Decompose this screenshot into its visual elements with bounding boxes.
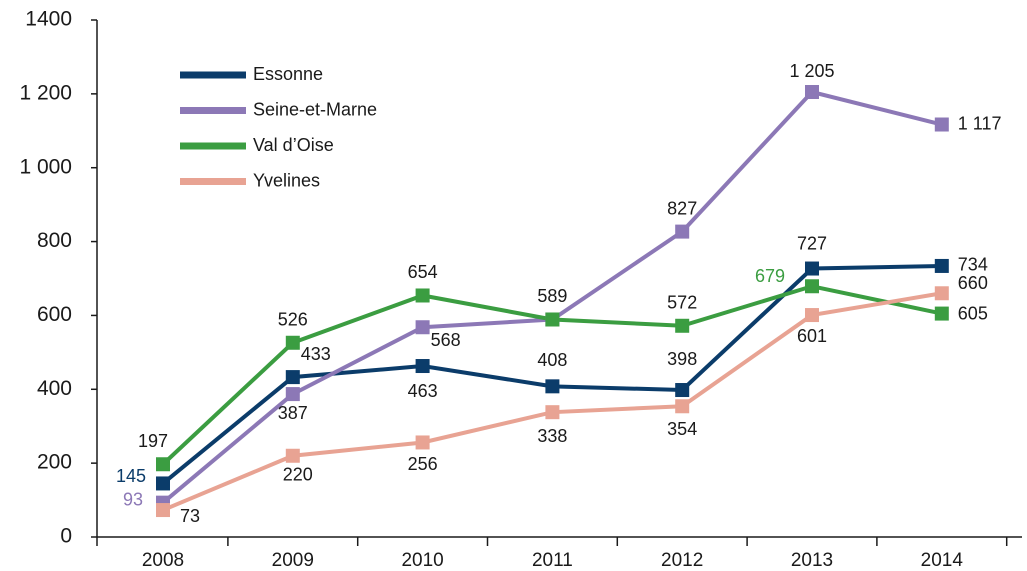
data-label: 589	[537, 286, 567, 306]
data-label: 387	[278, 403, 308, 423]
marker	[805, 308, 819, 323]
marker	[545, 312, 560, 327]
marker	[934, 117, 949, 132]
marker	[934, 286, 949, 301]
marker	[285, 335, 300, 350]
legend-label: Seine-et-Marne	[253, 99, 377, 119]
y-tick-label: 1 000	[19, 155, 72, 178]
data-label: 93	[123, 489, 143, 509]
marker	[805, 85, 819, 100]
data-label: 463	[408, 381, 438, 401]
data-label: 568	[431, 330, 461, 350]
marker	[805, 279, 819, 294]
y-tick-label: 1 200	[19, 81, 72, 104]
data-label: 654	[408, 262, 438, 282]
data-label: 256	[408, 454, 438, 474]
x-tick-label: 2012	[661, 550, 703, 571]
data-label: 398	[667, 349, 697, 369]
x-tick-label: 2009	[272, 550, 314, 571]
x-tick-label: 2013	[791, 550, 833, 571]
marker	[415, 320, 430, 335]
x-tick-label: 2010	[401, 550, 443, 571]
marker	[285, 387, 300, 402]
legend-label: Val d’Oise	[253, 135, 334, 155]
data-label: 734	[958, 255, 988, 275]
legend-label: Yvelines	[253, 170, 320, 190]
data-label: 433	[301, 344, 331, 364]
y-tick-label: 800	[37, 229, 72, 252]
marker	[156, 503, 170, 518]
data-label: 1 205	[789, 61, 834, 81]
data-label: 572	[667, 293, 697, 313]
data-label: 1 117	[958, 113, 1002, 133]
legend-label: Essonne	[253, 64, 323, 84]
y-tick-label: 600	[37, 303, 72, 326]
data-label: 827	[667, 198, 697, 218]
data-label: 145	[116, 466, 146, 486]
marker	[675, 383, 690, 398]
marker	[415, 359, 430, 374]
marker	[156, 476, 170, 491]
marker	[675, 399, 690, 414]
x-tick-label: 2011	[532, 550, 573, 571]
data-label: 354	[667, 419, 697, 439]
data-label: 526	[278, 310, 308, 330]
marker	[675, 318, 690, 333]
data-label: 197	[138, 431, 168, 451]
marker	[805, 261, 819, 276]
marker	[934, 258, 949, 273]
y-tick-label: 200	[37, 451, 72, 474]
marker	[415, 288, 430, 303]
data-label: 220	[283, 465, 313, 485]
marker	[285, 448, 300, 463]
data-label: 601	[797, 326, 827, 346]
marker	[285, 370, 300, 385]
y-tick-label: 0	[60, 525, 72, 548]
marker	[934, 306, 949, 321]
data-label: 73	[180, 506, 200, 526]
marker	[156, 457, 170, 472]
data-label: 605	[958, 303, 988, 323]
y-tick-label: 400	[37, 377, 72, 400]
data-label: 727	[797, 233, 827, 253]
data-label: 338	[537, 426, 567, 446]
marker	[415, 435, 430, 450]
marker	[545, 379, 560, 394]
data-label: 408	[537, 350, 567, 370]
x-tick-label: 2014	[921, 550, 964, 571]
marker	[545, 405, 560, 420]
data-label: 660	[958, 273, 988, 293]
marker	[675, 224, 690, 239]
y-tick-label: 1400	[25, 8, 72, 31]
data-label: 679	[755, 266, 785, 286]
x-tick-label: 2008	[142, 550, 184, 571]
